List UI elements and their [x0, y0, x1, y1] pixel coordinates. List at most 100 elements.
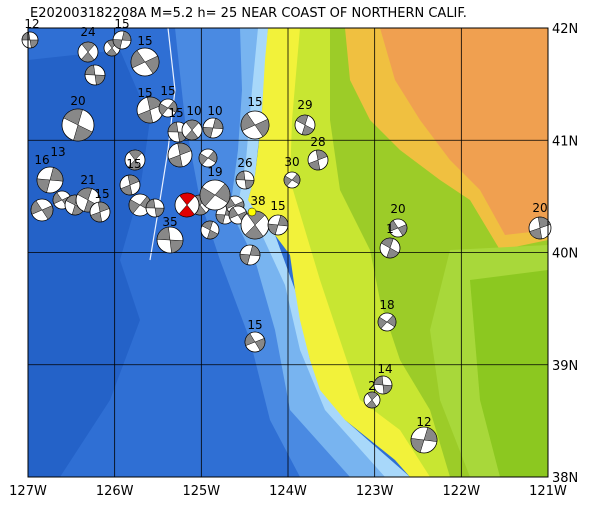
depth-label: 10: [207, 104, 222, 118]
beachball: [377, 312, 397, 332]
compression-quadrant: [36, 167, 64, 193]
depth-label: 15: [160, 84, 175, 98]
beachball: [124, 149, 146, 171]
compression-quadrant: [178, 192, 196, 218]
beachball: [128, 193, 152, 217]
depth-label: 12: [416, 415, 431, 429]
compression-quadrant: [244, 210, 266, 240]
beachball: [199, 179, 231, 211]
beachball: [112, 30, 132, 50]
beachball: [388, 218, 408, 238]
depth-label: 35: [162, 215, 177, 229]
compression-quadrant: [158, 100, 178, 116]
compression-quadrant: [198, 150, 218, 166]
beachball: [84, 64, 106, 86]
depth-label: 20: [532, 201, 547, 215]
lat-label: 40N: [552, 247, 578, 262]
beachball: [167, 142, 193, 168]
depth-label: 15: [168, 106, 183, 120]
depth-label: 15: [247, 95, 262, 109]
depth-label: 18: [379, 298, 394, 312]
compression-quadrant: [90, 201, 110, 223]
lon-label: 123W: [356, 484, 394, 499]
beachball: [158, 98, 178, 118]
depth-label: 13: [50, 145, 65, 159]
beachball: [410, 426, 438, 454]
compression-quadrant: [145, 198, 165, 218]
compression-quadrant: [63, 108, 93, 142]
compression-quadrant: [168, 142, 192, 168]
map-frame: [27, 27, 549, 478]
depth-label: 26: [237, 156, 252, 170]
depth-label: 20: [70, 94, 85, 108]
compression-quadrant: [529, 216, 551, 240]
compression-quadrant: [308, 149, 328, 171]
beachball: [61, 108, 95, 142]
compression-quadrant: [283, 173, 301, 187]
compression-quadrant: [267, 215, 289, 235]
beachball: [136, 96, 164, 124]
compression-quadrant: [240, 113, 270, 137]
depth-label: 15: [137, 86, 152, 100]
beachball: [200, 220, 220, 240]
compression-quadrant: [30, 200, 54, 220]
compression-quadrant: [199, 183, 231, 207]
depth-label: 2: [368, 379, 376, 393]
axis-labels: 127W 126W 125W 124W 123W 122W 121W 42N 41N 40N 39N…: [9, 22, 578, 499]
beachball: [267, 214, 289, 236]
beachball: [294, 114, 316, 136]
lon-label: 126W: [96, 484, 134, 499]
depth-label: 15: [126, 157, 141, 171]
depth-label: 20: [390, 202, 405, 216]
lon-label: 121W: [529, 484, 567, 499]
depth-label: 12: [24, 17, 39, 31]
depth-label: 15: [270, 199, 285, 213]
beachball: [119, 174, 141, 196]
compression-quadrant: [127, 149, 143, 171]
compression-quadrant: [84, 64, 106, 86]
lat-label: 39N: [552, 359, 578, 374]
lat-label: 38N: [552, 471, 578, 486]
compression-quadrant: [373, 375, 393, 395]
compression-quadrant: [184, 119, 200, 141]
lat-label: 41N: [552, 134, 578, 149]
beachball: [240, 210, 270, 240]
compression-quadrant: [295, 114, 315, 136]
depth-label: 16: [34, 153, 49, 167]
depth-label: 15: [137, 34, 152, 48]
station-marker: [247, 207, 257, 217]
depth-label: 29: [297, 98, 312, 112]
beachball: [244, 331, 266, 353]
beachball: [130, 47, 160, 77]
map-title: E202003182208A M=5.2 h= 25 NEAR COAST OF…: [30, 6, 467, 21]
compression-quadrant: [80, 41, 96, 63]
beachball: [283, 171, 301, 189]
compression-quadrant: [156, 226, 184, 254]
depth-label: 19: [207, 165, 222, 179]
compression-quadrant: [365, 391, 379, 409]
compression-quadrant: [120, 174, 140, 196]
lon-label: 125W: [182, 484, 220, 499]
beachball: [181, 119, 203, 141]
beachball: [379, 237, 401, 259]
depth-label: 15: [94, 187, 109, 201]
beachball: [363, 391, 381, 409]
depth-label: 38: [250, 194, 265, 208]
beachball: [235, 170, 255, 190]
beachball: [373, 375, 393, 395]
compression-quadrant: [239, 245, 261, 265]
beachball: [174, 192, 200, 218]
depth-label: 10: [186, 104, 201, 118]
beachball: [145, 198, 165, 218]
beachball: [239, 244, 261, 266]
beachball: [528, 216, 552, 240]
compression-quadrant: [380, 237, 400, 259]
compression-quadrant: [201, 220, 219, 240]
depth-label: 30: [284, 155, 299, 169]
beachball: [202, 117, 224, 139]
beachball: [30, 198, 54, 222]
depth-label: 28: [310, 135, 325, 149]
depth-label: 15: [114, 17, 129, 31]
beachball: [156, 226, 184, 254]
